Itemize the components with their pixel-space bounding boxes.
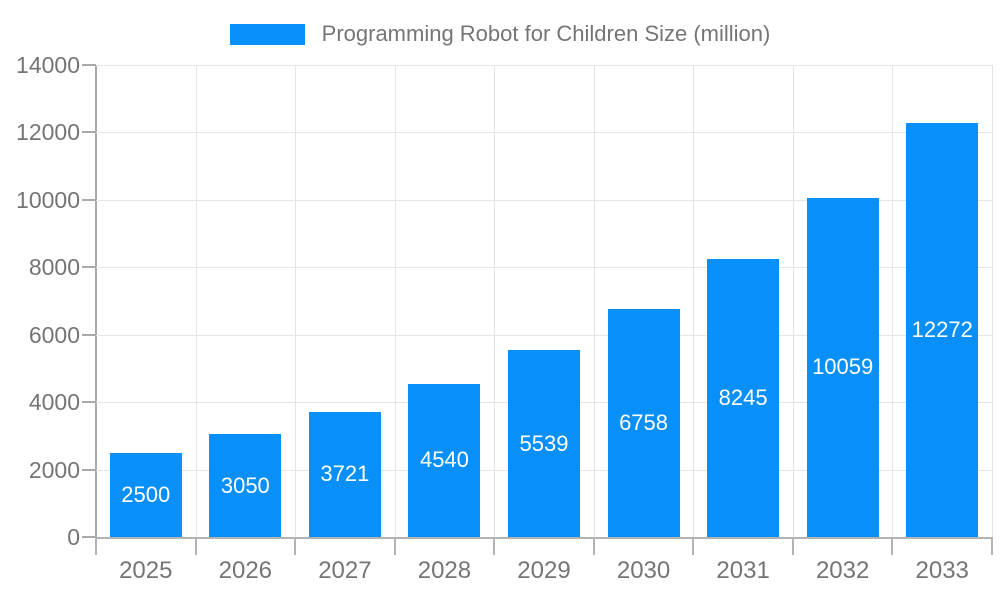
v-gridline (693, 65, 695, 537)
x-tick (991, 537, 993, 555)
v-gridline (593, 65, 595, 537)
bar-2030[interactable]: 6758 (607, 309, 680, 537)
y-tick (82, 131, 96, 134)
y-tick (82, 468, 96, 471)
x-tick-label: 2030 (616, 557, 671, 584)
x-tick-label: 2029 (517, 557, 571, 584)
y-tick (82, 401, 96, 404)
x-tick-label: 2032 (815, 557, 870, 584)
y-tick-label: 10000 (16, 186, 80, 213)
h-gridline (96, 267, 992, 269)
v-gridline (494, 65, 496, 537)
h-gridline (96, 334, 992, 336)
bar-2028[interactable]: 4540 (408, 383, 481, 537)
bar-2025[interactable]: 2500 (109, 452, 182, 537)
x-tick-label: 2031 (716, 557, 770, 584)
y-tick-label: 0 (67, 524, 80, 550)
bar-2031[interactable]: 8245 (707, 259, 780, 537)
x-tick (393, 537, 396, 555)
bar-value-label: 12272 (911, 317, 973, 343)
y-tick (82, 198, 96, 201)
y-tick-label: 2000 (28, 456, 80, 483)
bar-2033[interactable]: 12272 (906, 123, 979, 537)
bar-value-label: 4540 (419, 447, 469, 473)
bar-value-label: 3050 (220, 472, 270, 498)
v-gridline (195, 65, 197, 537)
v-gridline (992, 65, 993, 537)
x-tick-label: 2025 (119, 557, 173, 584)
bar-2029[interactable]: 5539 (508, 350, 580, 537)
bar-value-label: 6758 (619, 410, 669, 436)
y-tick (82, 266, 96, 269)
x-tick (294, 537, 297, 555)
bar-2027[interactable]: 3721 (308, 411, 381, 537)
x-axis-line (95, 537, 992, 539)
x-tick (692, 537, 695, 555)
y-tick (82, 64, 96, 66)
y-tick-label: 12000 (16, 119, 80, 146)
h-gridline (96, 199, 992, 201)
v-gridline (892, 65, 894, 537)
h-gridline (96, 132, 992, 134)
v-gridline (394, 65, 396, 537)
v-gridline (295, 65, 297, 537)
x-tick-label: 2026 (218, 557, 273, 584)
y-tick (82, 333, 96, 336)
legend-swatch (229, 23, 305, 45)
y-tick-label: 8000 (28, 254, 80, 281)
bar-2026[interactable]: 3050 (209, 434, 282, 537)
bar-value-label: 3721 (320, 461, 370, 487)
x-tick-label: 2033 (915, 557, 969, 584)
x-tick (194, 537, 197, 555)
x-tick-label: 2028 (417, 557, 472, 584)
y-tick (82, 536, 96, 538)
plot-area: 2500 3050 3721 4540 5539 6758 8245 10059 12272 (96, 65, 993, 537)
x-tick-label: 2027 (318, 557, 372, 584)
x-tick (493, 537, 496, 555)
x-tick (891, 537, 894, 555)
y-tick-label: 14000 (16, 52, 80, 78)
x-tick (592, 537, 595, 555)
bar-value-label: 2500 (121, 481, 171, 507)
x-tick (95, 537, 97, 555)
y-tick-label: 4000 (28, 389, 80, 416)
y-axis-line (95, 65, 97, 537)
y-tick-label: 6000 (28, 321, 80, 348)
x-tick (791, 537, 794, 555)
legend-label: Programming Robot for Children Size (mil… (321, 21, 771, 46)
bar-value-label: 10059 (812, 354, 874, 380)
v-gridline (792, 65, 794, 537)
bar-value-label: 8245 (718, 385, 768, 410)
bar-value-label: 5539 (519, 430, 569, 456)
h-gridline (96, 65, 992, 66)
legend[interactable]: Programming Robot for Children Size (mil… (0, 21, 1000, 47)
bar-2032[interactable]: 10059 (806, 197, 879, 537)
